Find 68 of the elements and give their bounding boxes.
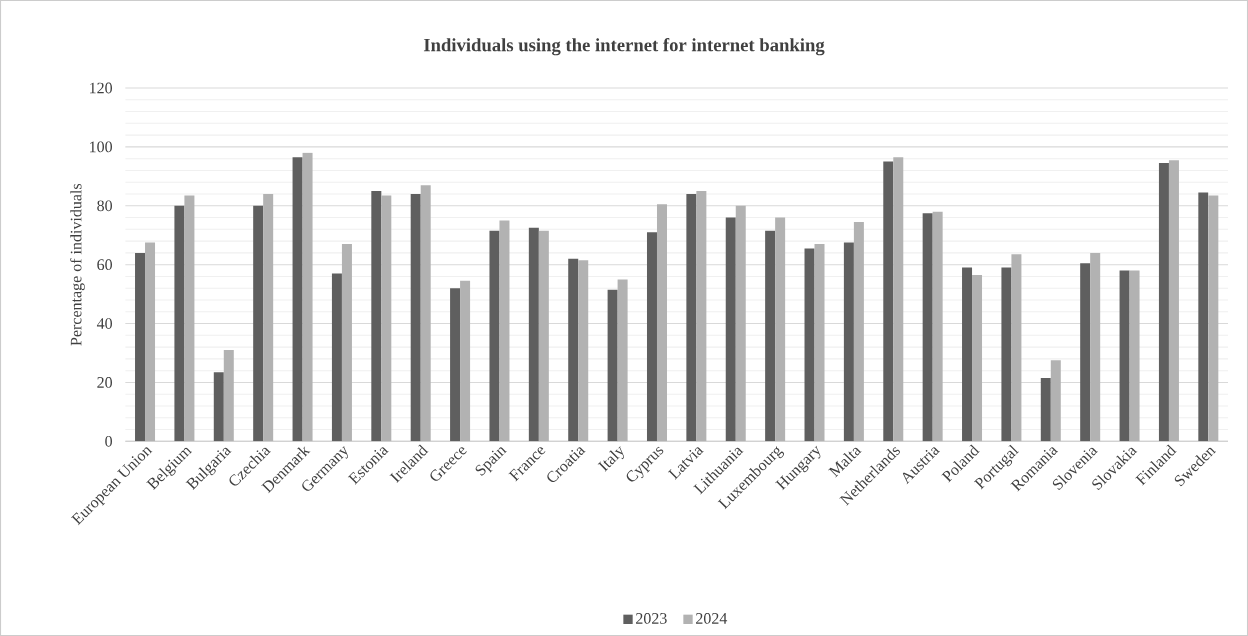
y-tick-label: 40 <box>96 318 113 329</box>
legend-label: 2023 <box>636 613 667 624</box>
bar <box>972 274 983 442</box>
bar <box>381 195 392 442</box>
bar <box>410 194 421 442</box>
bar <box>1158 163 1169 442</box>
bar <box>656 204 667 442</box>
bar <box>775 217 786 442</box>
bar <box>145 242 156 442</box>
bar <box>253 205 264 442</box>
bar <box>922 213 933 442</box>
legend-label: 2024 <box>696 613 728 624</box>
bar <box>460 280 471 442</box>
bar <box>883 161 894 442</box>
bar <box>568 258 579 442</box>
y-axis-title: Percentage of individuals <box>70 183 85 346</box>
bar <box>1001 267 1012 442</box>
bar <box>223 350 234 442</box>
bar <box>499 220 510 442</box>
bar <box>1050 360 1061 442</box>
y-tick-label: 0 <box>105 435 113 447</box>
bar <box>853 221 864 442</box>
bar <box>450 288 461 442</box>
bar <box>302 152 313 442</box>
bar <box>646 232 657 442</box>
bar <box>528 227 539 442</box>
bar <box>184 195 195 442</box>
chart-title: Individuals using the internet for internet banking <box>423 38 825 56</box>
bar <box>696 191 707 442</box>
bar <box>843 242 854 442</box>
bar <box>1198 192 1209 442</box>
bar <box>735 205 746 442</box>
bar <box>932 211 943 442</box>
y-tick-label: 100 <box>90 141 113 153</box>
bar <box>371 191 382 442</box>
bar <box>489 230 500 442</box>
bar <box>1011 254 1022 442</box>
y-tick-label: 80 <box>97 200 113 212</box>
bar <box>578 260 589 442</box>
bar <box>1168 160 1179 442</box>
bar <box>135 252 146 442</box>
y-tick-label: 60 <box>97 259 113 271</box>
bar <box>213 372 224 442</box>
bar <box>1119 270 1130 442</box>
bar <box>962 267 973 442</box>
y-tick-label: 120 <box>90 82 113 94</box>
bar <box>617 279 628 442</box>
bar <box>174 205 185 442</box>
bar <box>1090 252 1101 442</box>
bar <box>607 289 618 442</box>
bar <box>765 230 776 442</box>
bar <box>331 273 342 442</box>
bar <box>814 244 825 442</box>
bar <box>1208 195 1219 442</box>
bar <box>804 248 815 442</box>
bar <box>1040 378 1051 442</box>
x-tick-label: Italy <box>597 446 624 472</box>
bar <box>1080 263 1091 442</box>
bar <box>1129 270 1140 442</box>
bar <box>292 157 303 442</box>
bar <box>420 185 431 442</box>
bar <box>725 217 736 442</box>
bar <box>686 194 697 442</box>
bar <box>893 157 904 442</box>
bar <box>538 230 549 442</box>
bar <box>341 244 352 442</box>
y-tick-label: 20 <box>97 377 113 388</box>
bar <box>263 194 274 442</box>
